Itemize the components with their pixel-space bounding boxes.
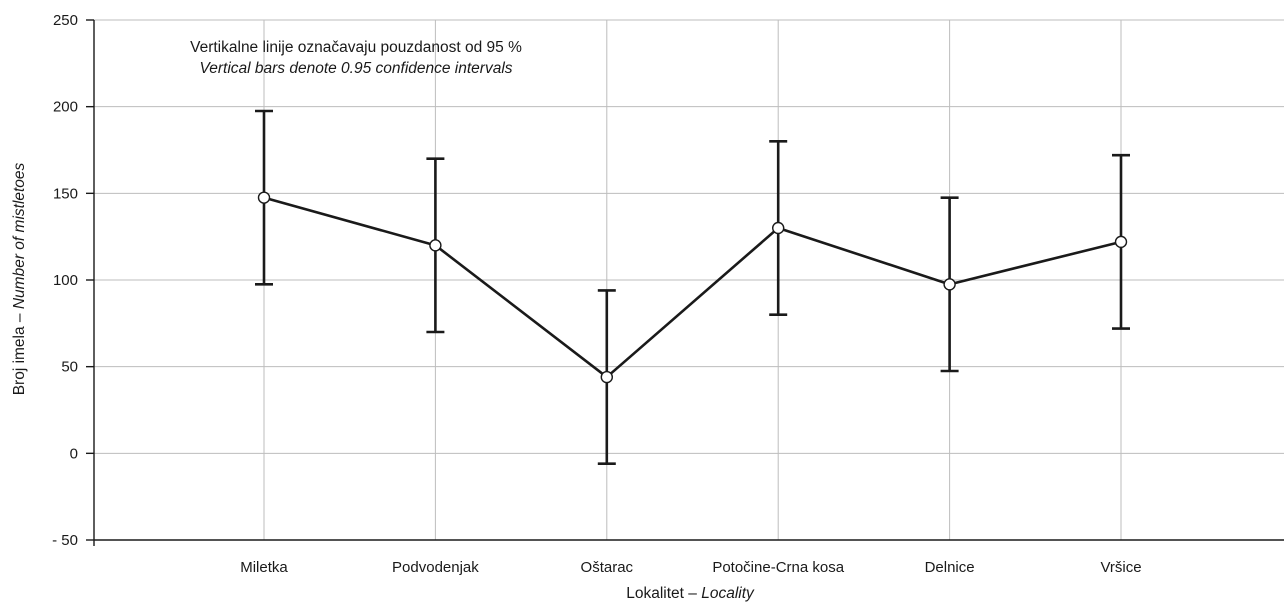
x-tick-label: Miletka xyxy=(240,559,288,576)
y-tick-label: 50 xyxy=(61,359,78,376)
x-axis-label-main: Lokalitet – xyxy=(626,585,701,602)
y-tick-label: 150 xyxy=(53,185,78,202)
annotation-line-2: Vertical bars denote 0.95 confidence int… xyxy=(199,60,512,77)
y-tick-label: 200 xyxy=(53,99,78,116)
grid-layer xyxy=(94,19,1284,540)
y-axis-label-italic: Number of mistletoes xyxy=(11,162,28,309)
data-layer xyxy=(255,109,1130,466)
mean-line xyxy=(263,196,1122,379)
y-axis-label-main: Broj imela – xyxy=(11,309,28,395)
mean-point xyxy=(943,278,956,291)
axes-layer: - 50 0 50 100 150 200 250 Miletka Podvodenjak Ošt… xyxy=(52,12,1284,576)
mean-point xyxy=(257,191,271,204)
label-layer: Vertikalne linije označavaju pouzdanost … xyxy=(11,39,755,602)
y-axis-label: Broj imela – Number of mistletoes xyxy=(11,162,28,395)
annotation-line-1: Vertikalne linije označavaju pouzdanost … xyxy=(190,39,522,56)
y-tick-label: - 50 xyxy=(52,532,78,549)
x-tick-label: Podvodenjak xyxy=(392,559,479,576)
x-tick-label: Potočine-Crna kosa xyxy=(712,559,844,576)
x-axis-label-italic: Locality xyxy=(701,585,755,602)
mean-point xyxy=(429,239,442,252)
y-tick-label: 0 xyxy=(70,445,78,462)
x-tick-label: Vršice xyxy=(1100,559,1141,576)
mean-point xyxy=(1114,235,1128,249)
x-axis-label: Lokalitet – Locality xyxy=(626,585,755,602)
x-tick-label: Oštarac xyxy=(581,559,634,576)
mean-point xyxy=(600,370,613,384)
y-tick-label: 100 xyxy=(53,272,78,289)
mean-point xyxy=(772,221,785,235)
y-tick-label: 250 xyxy=(53,12,78,29)
x-tick-label: Delnice xyxy=(925,559,975,576)
